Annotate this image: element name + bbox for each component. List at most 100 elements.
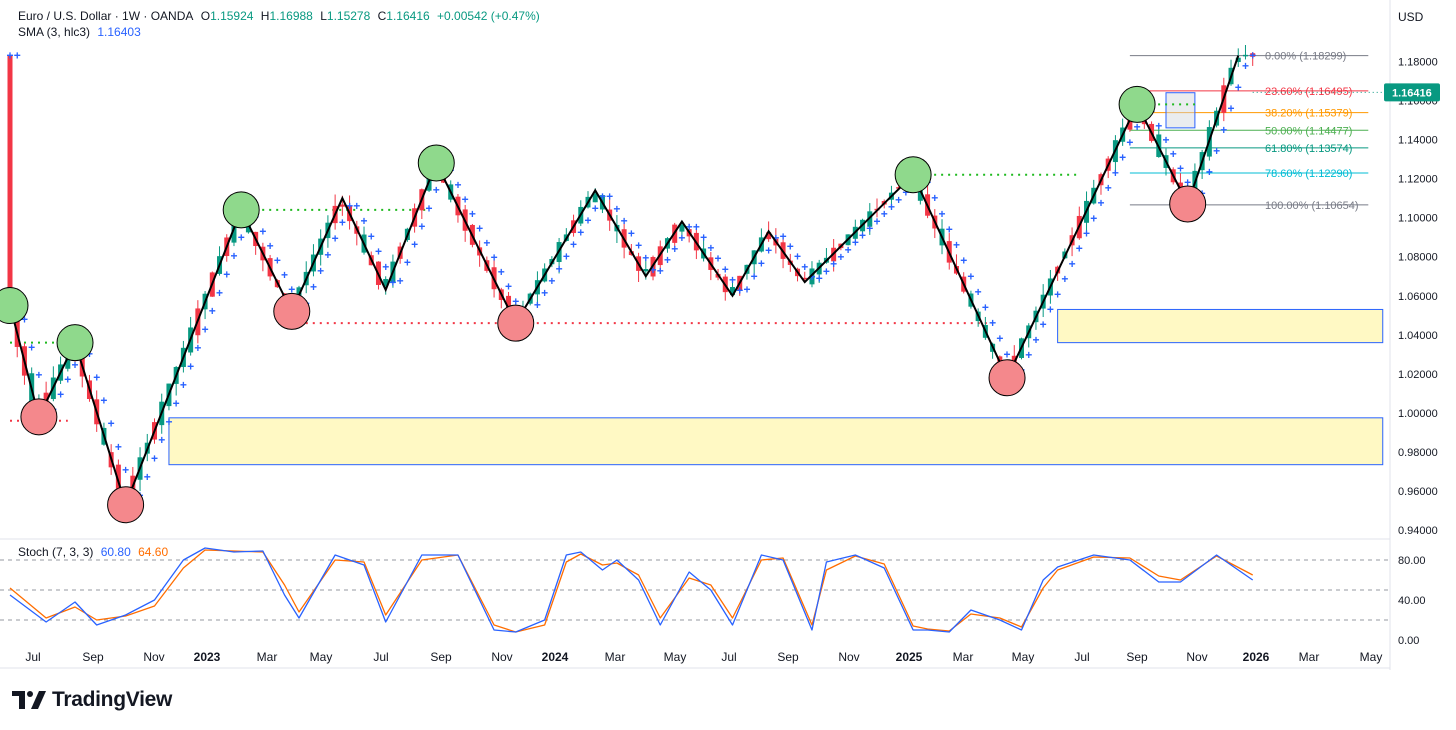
sma-cross: + xyxy=(7,49,14,63)
sma-cross: + xyxy=(975,285,982,299)
sma-cross: + xyxy=(14,49,21,63)
sma-cross: + xyxy=(736,283,743,297)
sma-cross: + xyxy=(512,294,519,308)
time-axis-label: Sep xyxy=(1126,650,1148,664)
sma-cross: + xyxy=(310,280,317,294)
time-axis-label: Nov xyxy=(1186,650,1207,664)
sma-cross: + xyxy=(158,433,165,447)
sma-cross: + xyxy=(570,238,577,252)
candle-body xyxy=(766,232,772,240)
time-axis-label: Nov xyxy=(838,650,859,664)
sma-cross: + xyxy=(86,347,93,361)
sma-cross: + xyxy=(816,272,823,286)
sma-cross: + xyxy=(1126,135,1133,149)
sma-cross: + xyxy=(686,220,693,234)
sma-cross: + xyxy=(368,229,375,243)
sma-cross: + xyxy=(1061,272,1068,286)
sma-cross: + xyxy=(93,370,100,384)
time-axis-label: Nov xyxy=(143,650,164,664)
sma-cross: + xyxy=(35,368,42,382)
fib-label: 50.00% (1.14477) xyxy=(1265,125,1352,137)
sma-cross: + xyxy=(346,199,353,213)
swing-high-marker xyxy=(222,191,260,229)
swing-low-marker xyxy=(988,359,1026,397)
symbol-title[interactable]: Euro / U.S. Dollar · 1W · OANDA xyxy=(18,9,194,23)
sma-cross: + xyxy=(765,244,772,258)
sma-cross: + xyxy=(700,230,707,244)
sma-cross: + xyxy=(187,360,194,374)
price-tick-label: 1.14000 xyxy=(1398,135,1438,147)
sma-cross: + xyxy=(1069,257,1076,271)
time-axis-label: 2025 xyxy=(896,650,923,664)
price-tick-label: 1.02000 xyxy=(1398,369,1438,381)
open-label: O xyxy=(200,9,211,23)
price-tick-label: 1.10000 xyxy=(1398,213,1438,225)
chart-header: Euro / U.S. Dollar · 1W · OANDA O1.15924… xyxy=(18,8,544,24)
sma-cross: + xyxy=(650,263,657,277)
high-label: H xyxy=(260,9,270,23)
time-axis-label: 2023 xyxy=(194,650,221,664)
sma-cross: + xyxy=(939,207,946,221)
sma-cross: + xyxy=(780,229,787,243)
sma-cross: + xyxy=(1170,147,1177,161)
time-axis-label: May xyxy=(1012,650,1035,664)
candle-body xyxy=(7,55,13,320)
sma-cross: + xyxy=(267,239,274,253)
sma-cross: + xyxy=(324,248,331,262)
price-tick-label: 1.00000 xyxy=(1398,408,1438,420)
swing-high-marker xyxy=(1118,85,1156,123)
currency-label[interactable]: USD xyxy=(1398,10,1424,24)
sma-cross: + xyxy=(1112,166,1119,180)
sma-cross: + xyxy=(462,192,469,206)
support-zone xyxy=(1057,308,1384,344)
stoch-legend[interactable]: Stoch (7, 3, 3) 60.80 64.60 xyxy=(18,545,168,559)
sma-cross: + xyxy=(1134,120,1141,134)
fib-label: 38.20% (1.15379) xyxy=(1265,108,1352,120)
sma-cross: + xyxy=(259,225,266,239)
sma-cross: + xyxy=(64,373,71,387)
sma-cross: + xyxy=(707,241,714,255)
close-label: C xyxy=(377,9,387,23)
sma-cross: + xyxy=(852,236,859,250)
swing-low-marker xyxy=(273,292,311,330)
sma-cross: + xyxy=(1004,347,1011,361)
sma-cross: + xyxy=(693,220,700,234)
candle-body xyxy=(730,287,735,296)
sma-cross: + xyxy=(21,312,28,326)
time-axis-label: May xyxy=(1360,650,1383,664)
sma-cross: + xyxy=(122,463,129,477)
sma-cross: + xyxy=(100,394,107,408)
price-tick-label: 1.06000 xyxy=(1398,291,1438,303)
sma-cross: + xyxy=(1163,133,1170,147)
candle-body xyxy=(383,279,389,286)
sma-cross: + xyxy=(534,298,541,312)
sma-cross: + xyxy=(397,274,404,288)
time-axis-label: Mar xyxy=(605,650,626,664)
sma-cross: + xyxy=(426,201,433,215)
tradingview-logo-text: TradingView xyxy=(52,688,173,711)
time-axis-label: Sep xyxy=(430,650,452,664)
sma-cross: + xyxy=(751,269,758,283)
stoch-label: Stoch (7, 3, 3) xyxy=(18,545,94,559)
sma-cross: + xyxy=(758,257,765,271)
low-label: L xyxy=(320,9,327,23)
sma-cross: + xyxy=(108,417,115,431)
sma-cross: + xyxy=(1047,302,1054,316)
sma-cross: + xyxy=(592,201,599,215)
sma-cross: + xyxy=(1155,119,1162,133)
sma-cross: + xyxy=(874,214,881,228)
sma-cross: + xyxy=(382,260,389,274)
sma-cross: + xyxy=(931,191,938,205)
tradingview-logo-icon xyxy=(12,691,46,709)
current-price-badge-text: 1.16416 xyxy=(1392,87,1432,99)
sma-cross: + xyxy=(967,269,974,283)
sma-cross: + xyxy=(1105,181,1112,195)
sma-cross: + xyxy=(808,270,815,284)
sma-cross: + xyxy=(498,265,505,279)
tradingview-logo[interactable]: TradingView xyxy=(12,688,172,712)
sma-legend[interactable]: SMA (3, hlc3) 1.16403 xyxy=(18,25,141,39)
sma-cross: + xyxy=(866,221,873,235)
fib-label: 100.00% (1.10654) xyxy=(1265,200,1359,212)
sma-cross: + xyxy=(953,238,960,252)
